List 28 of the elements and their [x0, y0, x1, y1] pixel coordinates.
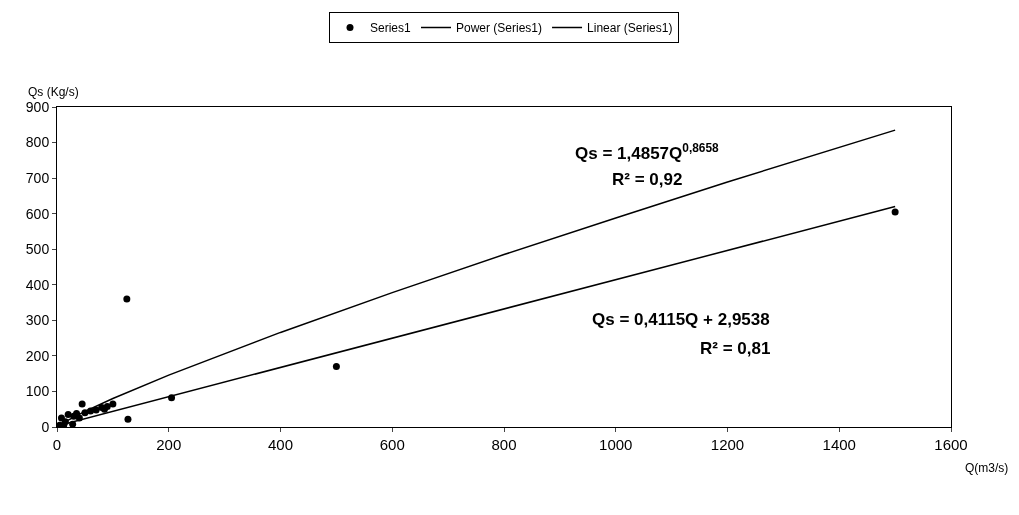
- y-tick-label: 100: [25, 383, 50, 400]
- x-tick-label: 200: [156, 436, 182, 453]
- annotation: R² = 0,92: [612, 170, 683, 189]
- legend-label: Power (Series1): [456, 21, 543, 36]
- x-tick-label: 800: [491, 436, 517, 453]
- x-tick-label: 0: [52, 436, 62, 453]
- legend-label: Series1: [370, 21, 412, 36]
- y-tick-label: 300: [25, 312, 50, 329]
- annotation: Qs = 1,4857Q$^{0,8658}$: [575, 141, 720, 164]
- x-tick-label: 1600: [934, 436, 968, 453]
- x-tick-label: 1200: [710, 436, 745, 453]
- x-tick-label: 1400: [822, 436, 856, 453]
- x-tick-label: 1000: [599, 436, 633, 453]
- x-tick-label: 600: [379, 436, 405, 453]
- annotation: R² = 0,81: [700, 339, 771, 358]
- y-tick-label: 500: [25, 241, 50, 258]
- y-tick-label: 200: [25, 347, 50, 364]
- legend-label: Linear (Series1): [587, 21, 673, 36]
- y-axis-title: Qs (Kg/s): [28, 85, 79, 99]
- y-tick-label: 400: [25, 276, 50, 293]
- y-tick-label: 900: [25, 98, 50, 115]
- x-tick-label: 400: [267, 436, 294, 453]
- y-tick-label: 0: [41, 418, 50, 435]
- y-tick-label: 600: [25, 205, 50, 222]
- y-tick-label: 800: [25, 134, 50, 151]
- annotation: Qs = 0,4115Q + 2,9538: [592, 310, 770, 329]
- y-tick-label: 700: [25, 170, 50, 187]
- x-axis-title: Q(m3/s): [965, 461, 1009, 475]
